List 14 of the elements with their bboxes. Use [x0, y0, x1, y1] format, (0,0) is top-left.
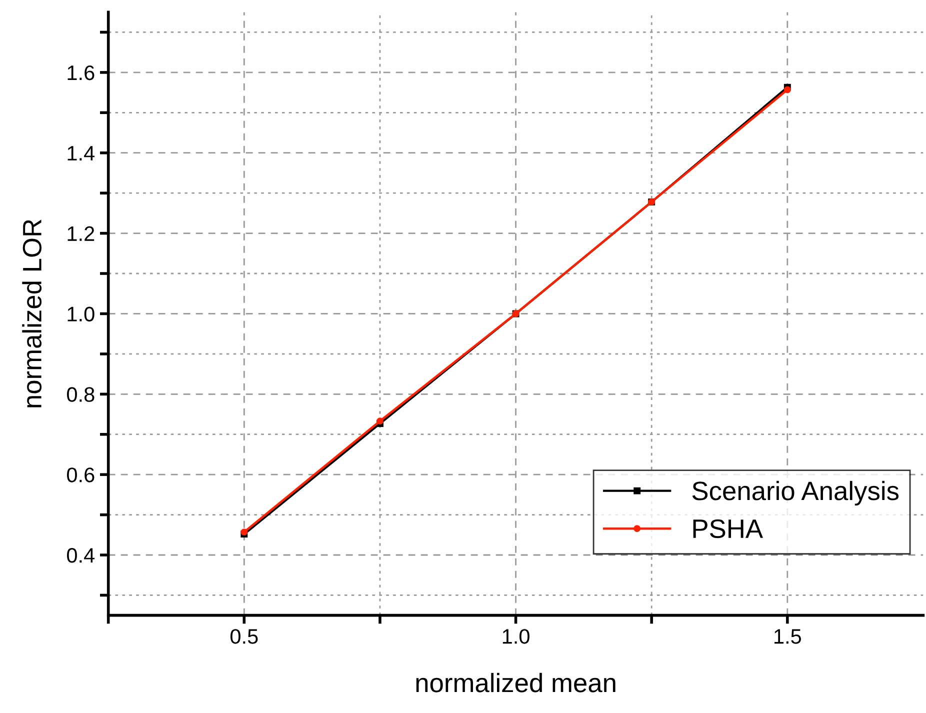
- legend-label: PSHA: [693, 519, 763, 538]
- y-tick-label: 0.6: [67, 468, 94, 482]
- y-tick-label: 1.2: [68, 226, 94, 241]
- x-axis-title: normalized mean: [416, 672, 616, 692]
- legend-label: Scenario Analysis: [692, 480, 899, 506]
- y-tick-label: 1.4: [68, 146, 95, 160]
- y-axis-title: normalized LOR: [22, 220, 42, 408]
- y-tick-label: 1.0: [68, 306, 94, 322]
- x-tick-label: 0.5: [230, 629, 258, 644]
- y-tick-label: 0.4: [67, 548, 95, 563]
- x-tick-label: 1.0: [502, 629, 530, 644]
- y-tick-label: 1.6: [68, 65, 94, 80]
- x-tick-label: 1.5: [774, 629, 802, 644]
- y-tick-label: 0.8: [67, 387, 94, 402]
